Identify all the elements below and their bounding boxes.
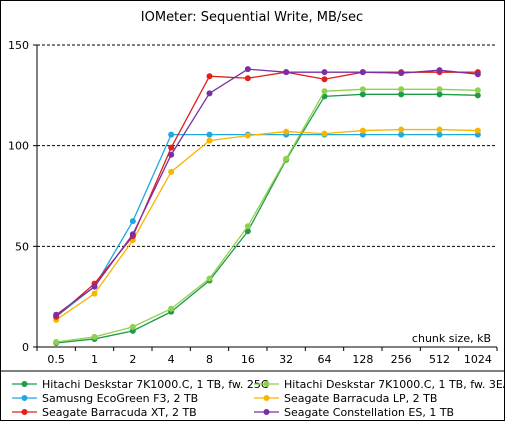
y-tick-label: 150 <box>8 39 29 52</box>
legend-item: Seagate Barracuda LP, 2 TB <box>254 392 437 405</box>
x-tick-label: 0.5 <box>47 353 65 366</box>
legend-swatch-marker <box>21 395 28 401</box>
legend-label: Seagate Barracuda XT, 2 TB <box>42 406 197 419</box>
data-point <box>53 338 60 345</box>
y-tick-label: 100 <box>8 140 29 153</box>
data-point <box>321 69 328 76</box>
legend-swatch-marker <box>263 381 270 387</box>
data-point <box>436 126 443 133</box>
data-point <box>244 132 251 139</box>
data-point <box>168 151 175 158</box>
x-axis: 0.5 1 2 4 8 16 32 64 128 256 512 1024 <box>36 347 498 366</box>
data-point <box>359 127 366 134</box>
legend-item: Seagate Constellation ES, 1 TB <box>254 406 454 419</box>
series-line <box>55 128 478 321</box>
y-axis: 0 50 100 150 <box>8 39 37 354</box>
data-point <box>359 91 366 98</box>
legend-item: Hitachi Deskstar 7K1000.C, 1 TB, fw. 25C <box>12 378 269 391</box>
data-point <box>359 86 366 93</box>
data-point <box>474 87 481 94</box>
data-point <box>129 323 136 330</box>
legend-swatch-marker <box>21 409 28 415</box>
data-point <box>129 231 136 238</box>
data-point <box>244 223 251 230</box>
legend-label: Seagate Constellation ES, 1 TB <box>284 406 454 419</box>
chart-title: IOMeter: Sequential Write, MB/sec <box>141 10 363 25</box>
data-point <box>91 333 98 340</box>
data-point <box>206 73 213 80</box>
legend-label: Hitachi Deskstar 7K1000.C, 1 TB, fw. 25C <box>42 378 269 391</box>
x-tick-label: 32 <box>279 353 293 366</box>
data-point <box>321 130 328 137</box>
data-point <box>321 88 328 95</box>
x-tick-label: 1024 <box>464 353 492 366</box>
data-point <box>474 71 481 78</box>
y-tick-label: 50 <box>15 240 29 253</box>
x-tick-label: 512 <box>429 353 450 366</box>
series-line <box>56 93 478 344</box>
x-tick-label: 128 <box>352 353 373 366</box>
legend-label: Hitachi Deskstar 7K1000.C, 1 TB, fw. 3EA <box>284 378 505 391</box>
series-3 <box>53 131 481 320</box>
data-point <box>398 91 405 98</box>
series-line <box>56 88 478 343</box>
data-point <box>436 86 443 93</box>
data-point <box>398 131 405 138</box>
x-tick-label: 4 <box>168 353 175 366</box>
legend-swatch-marker <box>263 409 270 415</box>
legend-item: Hitachi Deskstar 7K1000.C, 1 TB, fw. 3EA <box>254 378 505 391</box>
data-point <box>168 168 175 175</box>
data-point <box>436 91 443 98</box>
data-point <box>206 90 213 97</box>
series-layer <box>53 66 481 346</box>
data-point <box>244 66 251 73</box>
gridlines <box>37 44 497 247</box>
data-point <box>206 137 213 144</box>
x-tick-label: 8 <box>206 353 213 366</box>
data-point <box>398 86 405 93</box>
x-tick-label: 1 <box>91 353 98 366</box>
data-point <box>436 131 443 138</box>
x-tick-label: 2 <box>129 353 136 366</box>
y-tick-label: 0 <box>22 341 29 354</box>
legend-swatch-marker <box>21 381 28 387</box>
data-point <box>168 144 175 151</box>
data-point <box>474 127 481 134</box>
legend: Hitachi Deskstar 7K1000.C, 1 TB, fw. 25C… <box>0 370 505 419</box>
x-tick-label: 256 <box>391 353 412 366</box>
legend-label: Seagate Barracuda LP, 2 TB <box>284 392 437 405</box>
series-2 <box>53 86 481 345</box>
data-point <box>91 290 98 297</box>
data-point <box>283 128 290 135</box>
series-line <box>55 133 478 318</box>
data-point <box>436 67 443 74</box>
data-point <box>129 218 136 225</box>
series-4 <box>53 126 481 323</box>
data-point <box>398 70 405 77</box>
data-point <box>91 283 98 290</box>
data-point <box>244 75 251 82</box>
data-point <box>398 126 405 133</box>
legend-swatch-marker <box>263 395 270 401</box>
data-point <box>53 311 60 318</box>
legend-item: Seagate Barracuda XT, 2 TB <box>12 406 197 419</box>
series-line <box>55 68 478 316</box>
series-6 <box>53 66 481 318</box>
data-point <box>283 155 290 162</box>
data-point <box>244 228 251 235</box>
x-tick-label: 64 <box>318 353 332 366</box>
data-point <box>359 69 366 76</box>
data-point <box>206 275 213 282</box>
data-point <box>283 69 290 76</box>
x-axis-label: chunk size, kB <box>412 332 491 345</box>
data-point <box>206 131 213 138</box>
data-point <box>168 131 175 138</box>
x-tick-label: 16 <box>241 353 255 366</box>
legend-item: Samusng EcoGreen F3, 2 TB <box>12 392 198 405</box>
data-point <box>474 92 481 99</box>
data-point <box>168 305 175 312</box>
data-point <box>321 76 328 83</box>
legend-label: Samusng EcoGreen F3, 2 TB <box>42 392 198 405</box>
